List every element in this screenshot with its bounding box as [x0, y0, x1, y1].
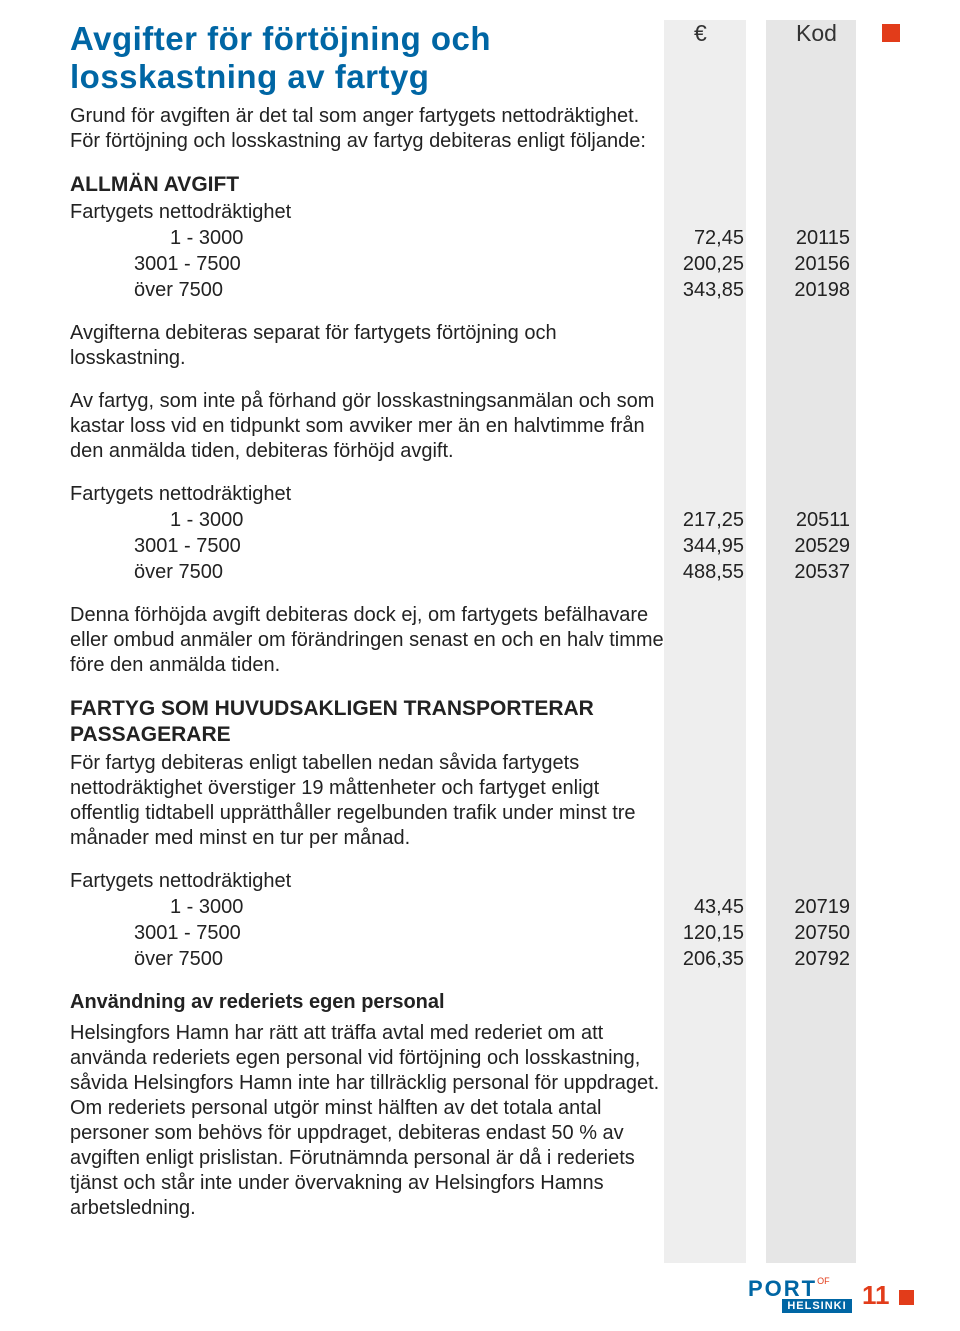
kod-column-band: [766, 20, 856, 1263]
table-row: över 7500 488,55 20537: [70, 559, 670, 585]
page-number: 11: [862, 1280, 890, 1311]
section4-body: Helsingfors Hamn har rätt att träffa avt…: [70, 1021, 670, 1221]
row-label: 1 - 3000: [170, 225, 243, 251]
note-exception: Denna förhöjda avgift debiteras dock ej,…: [70, 603, 670, 678]
section3-sub: Fartygets nettodräktighet: [70, 869, 670, 894]
row-eur: 217,25: [672, 507, 744, 533]
row-label: över 7500: [134, 559, 223, 585]
row-label: 3001 - 7500: [134, 251, 241, 277]
row-kod: 20537: [784, 559, 850, 585]
row-kod: 20529: [784, 533, 850, 559]
note-separate: Avgifterna debiteras separat för fartyge…: [70, 321, 670, 371]
row-kod: 20792: [784, 946, 850, 972]
row-eur: 72,45: [672, 225, 744, 251]
section-heading-passenger: FARTYG SOM HUVUDSAKLIGEN TRANSPORTERAR P…: [70, 696, 670, 749]
row-kod: 20198: [784, 277, 850, 303]
header-square-icon: [882, 24, 900, 42]
row-label: över 7500: [134, 946, 223, 972]
content: Grund för avgiften är det tal som anger …: [70, 104, 670, 1221]
table-row: 3001 - 7500 200,25 20156: [70, 251, 670, 277]
row-eur: 206,35: [672, 946, 744, 972]
logo-sub: HELSINKI: [782, 1299, 852, 1313]
table-row: 1 - 3000 43,45 20719: [70, 894, 670, 920]
table-row: 3001 - 7500 344,95 20529: [70, 533, 670, 559]
section2-sub: Fartygets nettodräktighet: [70, 482, 670, 507]
logo-main: PORT: [748, 1276, 817, 1301]
footer: PORTOF HELSINKI 11: [0, 1273, 960, 1313]
logo-of: OF: [817, 1276, 830, 1286]
footer-square-icon: [899, 1290, 914, 1305]
row-kod: 20115: [784, 225, 850, 251]
page: € Kod Avgifter för förtöjning och losska…: [0, 0, 960, 1331]
table-row: över 7500 206,35 20792: [70, 946, 670, 972]
table-row: 1 - 3000 217,25 20511: [70, 507, 670, 533]
section-heading-personal: Användning av rederiets egen personal: [70, 990, 670, 1015]
euro-column-band: [664, 20, 746, 1263]
table-row: 1 - 3000 72,45 20115: [70, 225, 670, 251]
row-label: 1 - 3000: [170, 894, 243, 920]
page-title: Avgifter för förtöjning och losskastning…: [70, 20, 660, 96]
euro-header: €: [694, 20, 707, 47]
row-kod: 20750: [784, 920, 850, 946]
row-kod: 20156: [784, 251, 850, 277]
row-eur: 488,55: [672, 559, 744, 585]
row-kod: 20719: [784, 894, 850, 920]
row-kod: 20511: [784, 507, 850, 533]
table-row: 3001 - 7500 120,15 20750: [70, 920, 670, 946]
row-eur: 120,15: [672, 920, 744, 946]
row-label: 3001 - 7500: [134, 533, 241, 559]
row-label: 1 - 3000: [170, 507, 243, 533]
row-eur: 344,95: [672, 533, 744, 559]
table-row: över 7500 343,85 20198: [70, 277, 670, 303]
kod-header: Kod: [796, 20, 837, 47]
note-forhojd: Av fartyg, som inte på förhand gör lossk…: [70, 389, 670, 464]
row-eur: 343,85: [672, 277, 744, 303]
section1-sub: Fartygets nettodräktighet: [70, 200, 670, 225]
section-heading-allman: ALLMÄN AVGIFT: [70, 172, 670, 198]
row-label: 3001 - 7500: [134, 920, 241, 946]
section3-lead: För fartyg debiteras enligt tabellen ned…: [70, 751, 670, 851]
row-eur: 200,25: [672, 251, 744, 277]
row-label: över 7500: [134, 277, 223, 303]
intro-text: Grund för avgiften är det tal som anger …: [70, 104, 670, 154]
logo: PORTOF HELSINKI: [748, 1276, 856, 1313]
row-eur: 43,45: [672, 894, 744, 920]
